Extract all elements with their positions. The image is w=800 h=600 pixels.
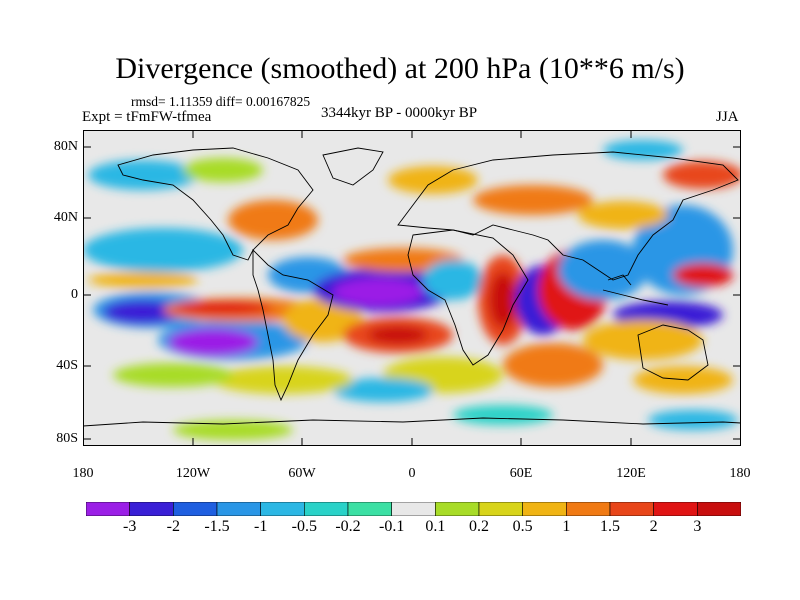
colorbar-label: -2 <box>166 518 180 535</box>
axis-ticks <box>83 130 741 446</box>
colorbar-cell <box>260 502 305 516</box>
divergence-field <box>83 140 741 440</box>
colorbar-label: -0.5 <box>291 518 317 535</box>
colorbar-label: 3 <box>693 518 702 535</box>
colorbar-cell <box>304 502 349 516</box>
colorbar-label: 0.5 <box>512 518 533 535</box>
colorbar-label: 1 <box>562 518 571 535</box>
lat-label-80s: 80S <box>56 431 78 446</box>
lon-label-0: 0 <box>408 466 416 481</box>
colorbar-label: 1.5 <box>600 518 620 535</box>
colorbar-cell <box>435 502 480 516</box>
rmsd-diff-stats: rmsd= 1.11359 diff= 0.00167825 <box>131 94 311 109</box>
colorbar-label: -0.1 <box>378 518 405 535</box>
colorbar <box>86 502 741 516</box>
colorbar-cell <box>566 502 611 516</box>
colorbar-label: -1.5 <box>204 518 230 535</box>
period-label: 3344kyr BP - 0000kyr BP <box>321 105 478 121</box>
colorbar-label: 2 <box>649 518 658 535</box>
colorbar-cell <box>697 502 741 516</box>
colorbar-label: 0.2 <box>469 518 489 535</box>
season-label: JJA <box>716 109 739 125</box>
colorbar-label: -1 <box>253 518 268 535</box>
colorbar-label: 0.1 <box>425 518 446 535</box>
colorbar-cell <box>216 502 261 516</box>
map-title: Divergence (smoothed) at 200 hPa (10**6 … <box>115 52 685 85</box>
colorbar-cell <box>478 502 523 516</box>
colorbar-cell <box>391 502 436 516</box>
lon-label-180w: 180 <box>72 466 94 481</box>
lat-label-40n: 40N <box>53 210 78 225</box>
lon-label-120w: 120W <box>175 466 211 481</box>
colorbar-cell <box>653 502 698 516</box>
lat-label-0: 0 <box>71 287 78 302</box>
lon-label-120e: 120E <box>616 466 646 481</box>
lon-label-60e: 60E <box>509 466 533 481</box>
colorbar-cell <box>173 502 218 516</box>
lon-label-180e: 180 <box>729 466 751 481</box>
colorbar-cell <box>609 502 654 516</box>
lat-label-80n: 80N <box>53 139 78 154</box>
colorbar-cell <box>347 502 392 516</box>
coastlines <box>83 147 741 427</box>
colorbar-label: -0.2 <box>335 518 361 535</box>
colorbar-cell <box>86 502 130 516</box>
experiment-label: Expt = tFmFW-tfmea <box>82 109 212 125</box>
colorbar-cell <box>522 502 567 516</box>
divergence-map <box>83 130 741 446</box>
lat-label-40s: 40S <box>56 358 78 373</box>
lon-label-60w: 60W <box>288 466 316 481</box>
colorbar-label: -3 <box>122 518 137 535</box>
colorbar-cell <box>129 502 174 516</box>
